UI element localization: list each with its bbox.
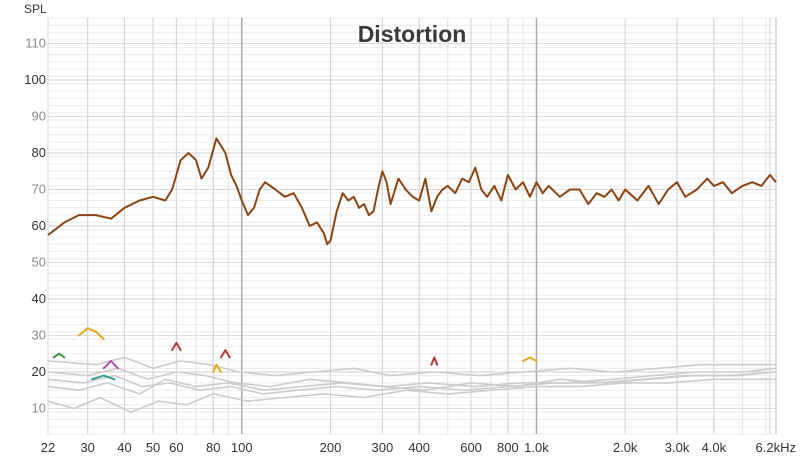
y-tick-label: 10 [32,400,46,415]
x-tick-label: 60 [169,440,183,455]
y-tick-label: 110 [25,36,46,51]
y-axis-ticks: 10 20 30 40 50 60 70 80 90 100 110 [24,36,46,416]
harmonic-series-group [47,356,777,413]
y-tick-label: 30 [32,327,46,342]
y-tick-label: 40 [32,291,46,306]
harmonic-accent-line-8 [430,356,439,366]
x-tick-label: 50 [146,440,160,455]
x-tick-label: 1.0k [524,440,549,455]
harmonic-series-line-2 [47,367,777,388]
harmonic-accent-line-5 [52,352,66,359]
chart-title: Distortion [358,21,467,47]
x-tick-label: 200 [320,440,342,455]
harmonic-accent-line-9 [522,356,538,362]
x-axis-ticks: 22 30 40 50 60 80 100 200 300 400 600 800 1.0k 2.0k 3.… [41,440,796,455]
y-axis-label: SPL [24,2,47,16]
harmonic-accent-line-7 [212,363,222,373]
harmonic-accent-line-1 [77,327,105,341]
harmonic-series-line-3 [47,378,776,413]
harmonic-accent-line-4 [220,349,231,359]
y-tick-label: 50 [32,254,46,269]
harmonic-series-line-5 [47,371,777,395]
x-tick-label: 400 [408,440,430,455]
x-tick-label: 80 [206,440,220,455]
x-tick-label: 600 [460,440,482,455]
harmonic-accent-line-3 [171,341,182,352]
x-tick-label: 6.2kHz [756,440,796,455]
x-tick-label: 22 [41,440,55,455]
y-tick-label: 90 [32,109,46,124]
x-tick-label: 100 [231,440,253,455]
x-tick-label: 3.0k [665,440,690,455]
x-tick-label: 800 [497,440,519,455]
x-tick-label: 2.0k [613,440,638,455]
harmonic-series-line-4 [47,356,776,377]
y-tick-label: 80 [32,145,46,160]
major-gridlines [47,18,776,434]
y-tick-label: 20 [32,364,46,379]
fundamental-series-group [47,137,777,246]
x-tick-label: 4.0k [702,440,727,455]
x-tick-label: 40 [117,440,131,455]
y-tick-label: 70 [32,182,46,197]
x-tick-label: 300 [372,440,394,455]
fundamental-series-line [47,137,777,246]
y-tick-label: 60 [32,218,46,233]
harmonic-accent-line-2 [90,374,116,381]
y-tick-label: 100 [24,72,46,87]
harmonic-accent-group [52,327,538,381]
x-tick-label: 30 [80,440,94,455]
harmonic-accent-line-6 [102,360,119,370]
